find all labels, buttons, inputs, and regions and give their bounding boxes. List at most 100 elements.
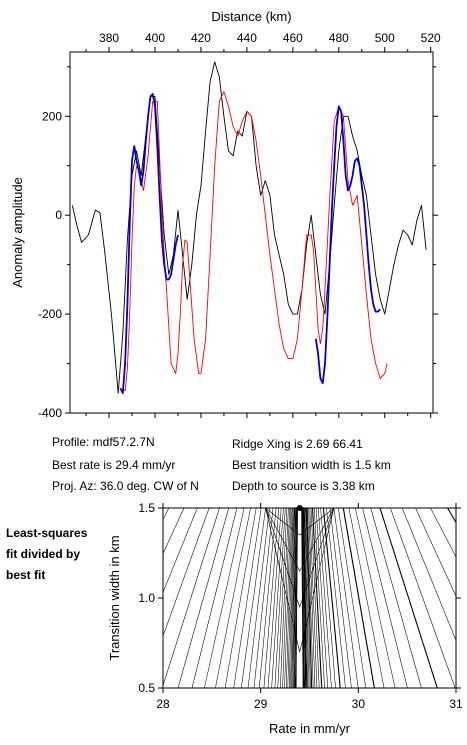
contour-line	[313, 508, 325, 688]
misfit-plot: 28 29 30 31 0.5 1.0 1.5 Rate in mm/yr Transition…	[107, 501, 463, 736]
y-tick-label: -200	[38, 307, 62, 321]
contour-line	[348, 508, 385, 688]
contour-line	[312, 508, 323, 688]
contour-line	[379, 508, 438, 688]
contour-line	[430, 508, 456, 558]
contour-line	[177, 508, 229, 688]
contour-line	[280, 508, 289, 688]
contour-line	[302, 508, 305, 688]
contour-line	[294, 508, 298, 688]
series-line	[314, 105, 381, 385]
side-label: Least-squares fit divided by best fit	[6, 523, 87, 586]
contour-line	[305, 508, 311, 688]
side-label-line: fit divided by	[6, 547, 81, 561]
contour-line	[338, 508, 367, 688]
contour-line	[265, 508, 335, 653]
series-line	[119, 93, 179, 395]
contour-line	[224, 508, 257, 688]
y-tick-label: 0.5	[138, 681, 155, 695]
x-axis-title: Distance (km)	[211, 9, 291, 24]
contour-line	[163, 508, 220, 687]
series-line	[122, 91, 388, 392]
contour-line	[274, 508, 286, 688]
x-tick-label: 500	[375, 31, 395, 45]
contour-line	[309, 508, 318, 688]
contour-line	[191, 508, 238, 688]
contour-line	[315, 508, 329, 688]
x-tick-label: 400	[145, 31, 165, 45]
x-axis-title: Rate in mm/yr	[269, 721, 351, 736]
contour-line	[285, 508, 293, 688]
proj-az-text: Proj. Az: 36.0 deg. CW of N	[52, 479, 199, 493]
x-tick-label: 29	[254, 697, 268, 711]
contour-line	[215, 508, 251, 688]
contour-line	[307, 508, 314, 688]
y-tick-label: 0	[55, 208, 62, 222]
x-tick-label: 380	[99, 31, 119, 45]
contour-line	[310, 508, 320, 688]
contour-line	[390, 508, 456, 688]
contour-line	[322, 508, 341, 688]
contour-line	[287, 508, 294, 688]
series-line	[71, 61, 427, 394]
contour-line	[304, 508, 310, 688]
y-tick-label: 1.5	[138, 501, 155, 515]
x-tick-label: 30	[352, 697, 366, 711]
contour-line	[294, 508, 298, 688]
contour-line	[265, 508, 335, 536]
contour-line	[308, 508, 316, 688]
contour-line	[265, 508, 335, 608]
x-tick-label: 440	[237, 31, 257, 45]
contour-line	[258, 508, 277, 688]
contour-line	[302, 508, 307, 688]
contour-line	[293, 508, 297, 688]
contour-line	[292, 508, 296, 688]
plot-frame	[69, 51, 434, 414]
contour-line	[293, 508, 297, 688]
y-tick-label: 1.0	[138, 591, 155, 605]
contour-line	[247, 508, 270, 688]
y-tick-label: 200	[42, 109, 62, 123]
transition-width-text: Best transition width is 1.5 km	[232, 458, 391, 472]
contour-line	[163, 508, 210, 637]
contour-group	[163, 508, 456, 688]
contour-line	[362, 508, 408, 688]
contour-line	[277, 508, 288, 688]
contour-line	[415, 508, 456, 597]
y-tick-label: -400	[38, 406, 62, 420]
x-tick-label: 520	[421, 31, 441, 45]
side-label-line: best fit	[6, 568, 46, 582]
y-axis-title: Anomaly amplitude	[10, 177, 25, 288]
contour-line	[241, 508, 266, 688]
contour-line	[329, 508, 352, 688]
profile-plot: 380 400 420 440 460 480 500 520 200 0 -200 -400 Dist…	[10, 9, 441, 420]
contour-line	[320, 508, 336, 688]
contour-line	[233, 508, 262, 688]
contour-line	[263, 508, 280, 688]
contour-line	[370, 508, 422, 688]
contour-line	[342, 508, 375, 688]
contour-line	[288, 508, 294, 688]
contour-line	[303, 508, 308, 688]
profile-text: Profile: mdf57.2.7N	[52, 435, 155, 449]
best-rate-text: Best rate is 29.4 mm/yr	[52, 458, 176, 472]
best-fit-marker	[296, 505, 303, 511]
contour-line	[304, 508, 309, 688]
contour-line	[326, 508, 346, 688]
x-tick-label: 460	[283, 31, 303, 45]
contour-line	[306, 508, 313, 688]
x-tick-label: 480	[329, 31, 349, 45]
contour-line	[282, 508, 290, 688]
contour-line	[333, 508, 359, 688]
contour-line	[302, 508, 306, 688]
contour-line	[267, 508, 282, 688]
x-tick-label: 28	[156, 697, 170, 711]
contour-line	[291, 508, 296, 688]
depth-text: Depth to source is 3.38 km	[232, 479, 375, 493]
y-axis-title: Transition width in km	[107, 535, 122, 660]
ridge-xing-text: Ridge Xing is 2.69 66.41	[232, 437, 363, 451]
x-tick-label: 420	[191, 31, 211, 45]
x-tick-label: 31	[449, 697, 463, 711]
contour-line	[401, 508, 456, 642]
